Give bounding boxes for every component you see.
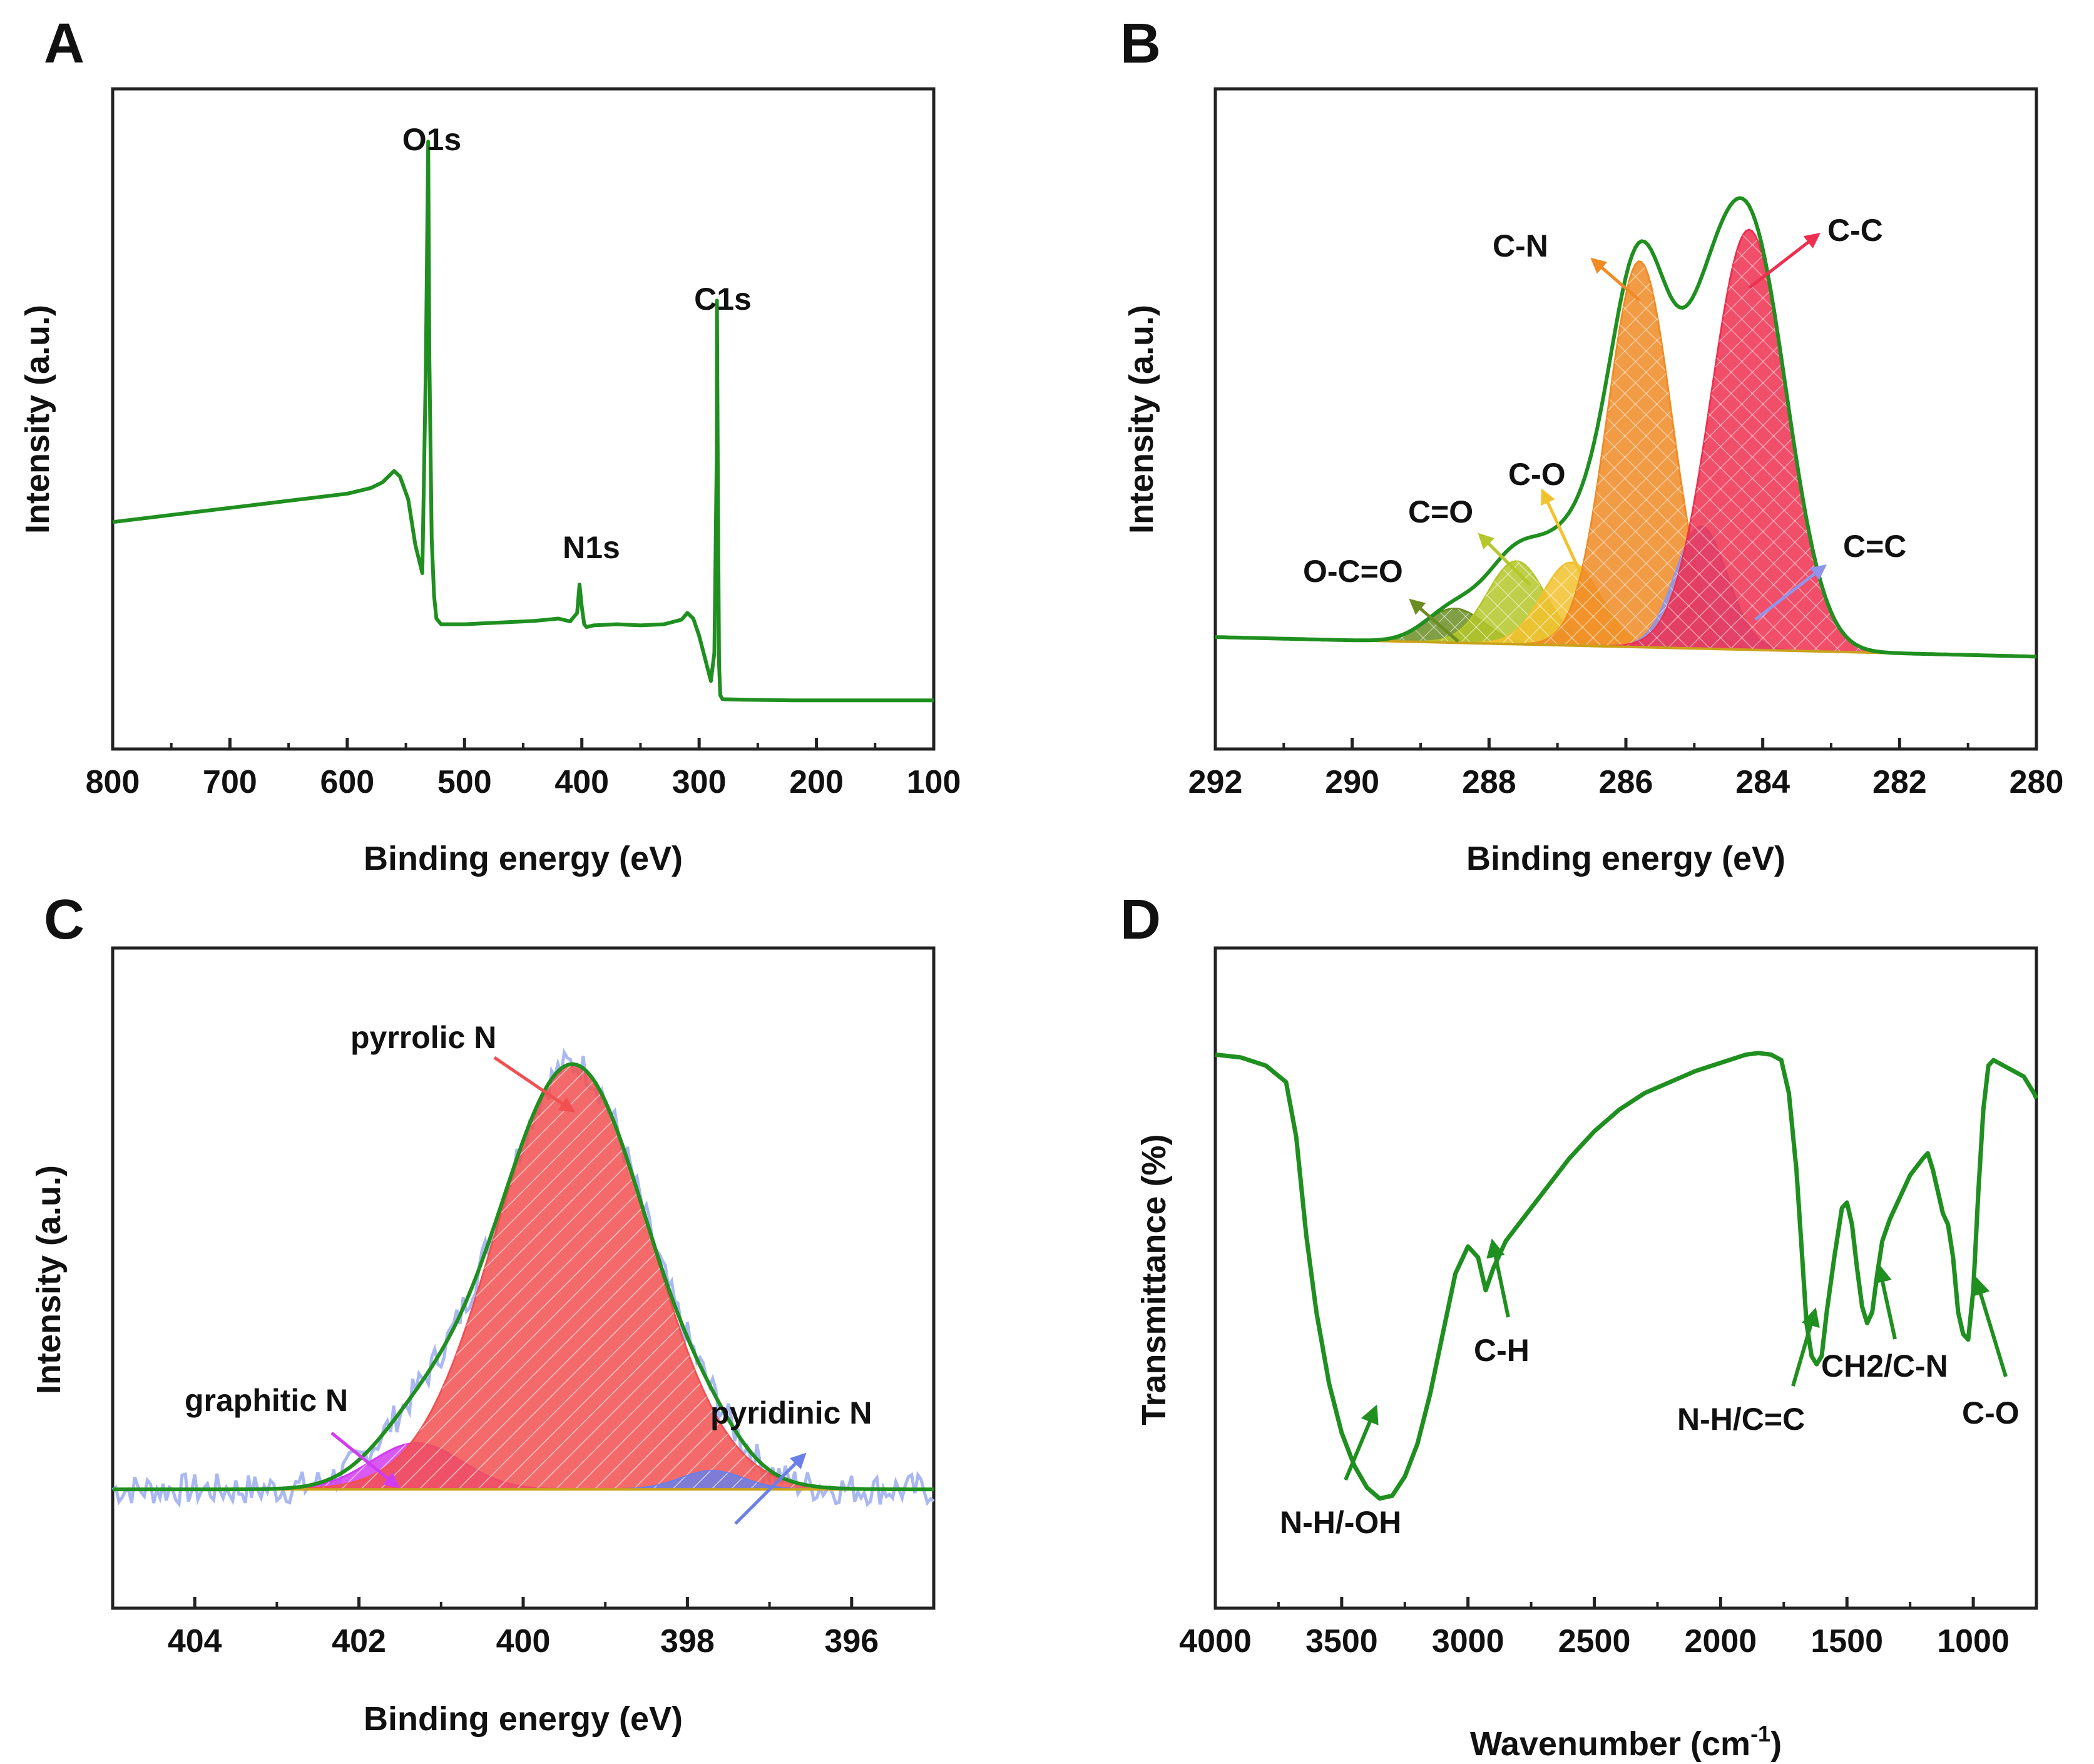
panel-d-label-nh-cc: N-H/C=C: [1677, 1402, 1805, 1437]
panel-b-label-c-n: C-N: [1493, 228, 1548, 263]
panel-label-d: D: [1120, 889, 1161, 951]
panel-a-tick-label: 500: [437, 764, 492, 800]
panel-a-label-o1s: O1s: [402, 122, 462, 157]
panel-a-tick-label: 400: [554, 764, 609, 800]
panel-a-xlabel: Binding energy (eV): [364, 840, 683, 877]
panel-c-tick-label: 398: [660, 1623, 715, 1659]
panel-b-arrow-c-o: [1541, 488, 1582, 574]
panel-d-tick-label: 2000: [1685, 1623, 1757, 1659]
panel-b-arrow-c-eq-o: [1478, 533, 1531, 586]
panel-b-arrow-c-c: [1748, 232, 1821, 289]
panel-c-label-graphitic: graphitic N: [185, 1383, 348, 1418]
panel-d-tick-label: 1000: [1937, 1623, 2010, 1659]
panel-d-label-c-o: C-O: [1962, 1395, 2020, 1430]
panel-b-chart: 292 290 288 286 284 282 280 C-C C-N C-O C=O O-…: [1123, 87, 2064, 877]
panel-b-label-o-c-eq-o: O-C=O: [1303, 554, 1403, 589]
panel-a-chart: 800 700 600 500 400 300 200 100 O1s N1s C1s Bin…: [19, 87, 961, 877]
panel-c-arrow-pyrrolic: [493, 1056, 576, 1113]
panel-b-tick-label: 292: [1188, 764, 1243, 800]
panel-c-label-pyrrolic: pyrrolic N: [350, 1020, 496, 1055]
panel-c-tick-label: 402: [332, 1623, 386, 1659]
panel-d-label-nh-oh: N-H/-OH: [1280, 1505, 1401, 1540]
panel-b-tick-label: 280: [2010, 764, 2064, 800]
panel-b-arrow-c-n: [1590, 257, 1641, 302]
panel-b-arrow-o-c-eq-o: [1409, 598, 1459, 643]
panel-c-ylabel: Intensity (a.u.): [30, 1165, 68, 1394]
panel-d-arrow-ch2-cn: [1873, 1263, 1897, 1340]
panel-d-tick-label: 3000: [1432, 1623, 1504, 1659]
panel-c-ticks: 404 402 400 398 396: [168, 1597, 879, 1659]
panel-d-arrow-nh-oh: [1344, 1404, 1379, 1481]
panel-a-ticks: 800 700 600 500 400 300 200 100: [86, 738, 961, 800]
panel-c-peak-hatch: [113, 1471, 934, 1490]
panel-c-tick-label: 400: [496, 1623, 551, 1659]
panel-c-label-pyridinic: pyridinic N: [710, 1395, 872, 1430]
panel-b-tick-label: 290: [1325, 764, 1379, 800]
panel-a-tick-label: 700: [203, 764, 257, 800]
panel-a-tick-label: 600: [320, 764, 374, 800]
panel-b-tick-label: 284: [1735, 764, 1790, 800]
panel-d-label-ch2-cn: CH2/C-N: [1821, 1348, 1948, 1384]
panel-b-peaks: [1215, 228, 2037, 658]
panel-c-tick-label: 404: [168, 1623, 222, 1659]
panel-b-ylabel: Intensity (a.u.): [1123, 305, 1160, 534]
panel-a-tick-label: 800: [86, 764, 140, 800]
panel-c-arrow-pyridinic: [734, 1452, 807, 1525]
panel-c-peak-hatch: [113, 1064, 934, 1490]
panel-label-a: A: [44, 13, 84, 75]
panel-b-tick-label: 286: [1599, 764, 1653, 800]
panel-c-envelope-line: [113, 1062, 934, 1492]
panel-label-c: C: [44, 889, 84, 951]
panel-d-ticks: 4000 3500 3000 2500 2000 1500 1000: [1179, 1597, 2010, 1659]
panel-b-peak-hatch: [1215, 261, 2036, 657]
panel-a-tick-label: 300: [672, 764, 727, 800]
panel-b-tick-label: 288: [1462, 764, 1516, 800]
panel-d-ylabel: Transmittance (%): [1135, 1134, 1173, 1425]
panel-d-arrow-c-h: [1486, 1238, 1510, 1318]
panel-d-label-c-h: C-H: [1474, 1333, 1530, 1368]
panel-b-tick-label: 282: [1872, 764, 1927, 800]
panel-c-chart: 404 402 400 398 396 pyrrolic N graphitic N p…: [30, 946, 936, 1738]
panel-d-arrow-c-o: [1971, 1276, 2008, 1377]
panel-b-label-c-eq-c: C=C: [1843, 529, 1906, 564]
panel-b-xlabel: Binding energy (eV): [1466, 840, 1785, 877]
panel-c-tick-label: 396: [824, 1623, 879, 1659]
panel-d-tick-label: 4000: [1179, 1623, 1252, 1659]
panel-b-label-c-c: C-C: [1827, 213, 1883, 248]
panel-label-b: B: [1120, 13, 1161, 75]
panel-a-tick-label: 200: [789, 764, 844, 800]
panel-a-frame: [111, 87, 936, 751]
panel-d-frame: [1213, 946, 2038, 1610]
panel-b-label-c-o: C-O: [1508, 457, 1566, 492]
panel-b-envelope-line: [1215, 196, 2037, 659]
panel-d-tick-label: 1500: [1811, 1623, 1883, 1659]
panel-b-label-c-eq-o: C=O: [1408, 494, 1473, 529]
panel-d-chart: 4000 3500 3000 2500 2000 1500 1000 N-H/-OH C-H…: [1135, 946, 2039, 1763]
panel-d-tick-label: 2500: [1558, 1623, 1631, 1659]
panel-b-arrow-c-eq-c: [1754, 564, 1827, 621]
panel-c-xlabel: Binding energy (eV): [364, 1700, 683, 1738]
panel-b-ticks: 292 290 288 286 284 282 280: [1188, 738, 2064, 800]
panel-a-label-c1s: C1s: [694, 282, 752, 317]
panel-a-survey-line: [112, 140, 934, 703]
panel-a-label-n1s: N1s: [563, 530, 620, 565]
panel-a-tick-label: 100: [907, 764, 961, 800]
panel-d-ftir-line: [1215, 1051, 2039, 1501]
panel-d-xlabel: Wavenumber (cm-1): [1470, 1721, 1782, 1763]
panel-d-arrow-nh-cc: [1791, 1307, 1820, 1387]
panel-a-ylabel: Intensity (a.u.): [19, 305, 56, 534]
panel-d-tick-label: 3500: [1305, 1623, 1378, 1659]
panel-c-arrow-graphitic: [330, 1432, 400, 1489]
